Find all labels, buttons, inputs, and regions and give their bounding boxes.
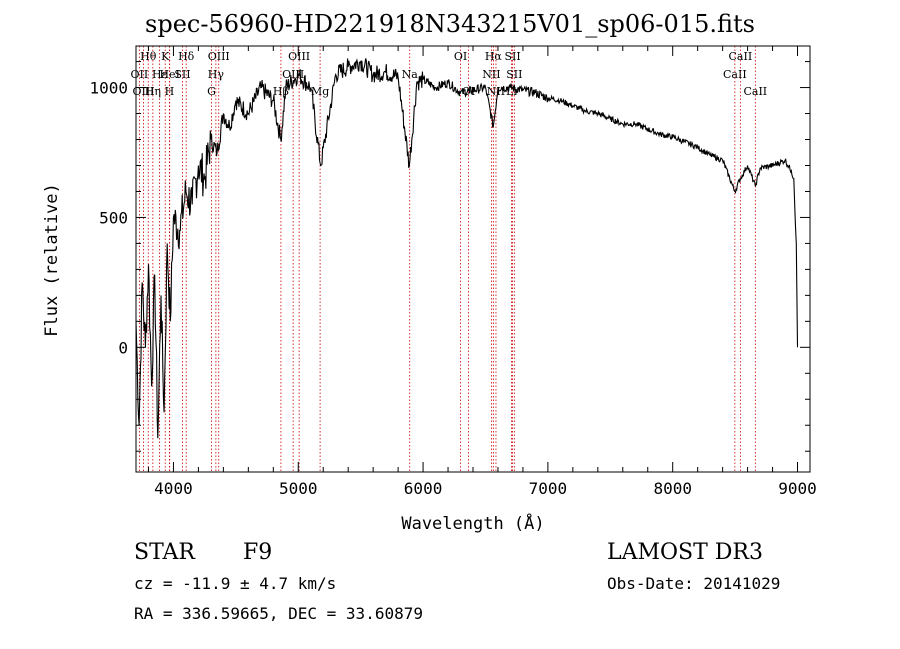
x-tick-label: 4000 [154,479,193,498]
spectral-line-label: H [165,85,175,98]
spectral-line-label: OIII [288,50,310,63]
coordinates: RA = 336.59665, DEC = 33.60879 [134,604,423,623]
object-subclass: F9 [243,540,273,565]
plot-frame [135,45,811,473]
spectral-line-label: G [207,85,216,98]
spectral-line-label: OI [454,50,467,63]
spectral-line-label: SII [504,50,520,63]
spectral-line-label: Hθ [140,50,157,63]
spectral-line-label: OIII [132,85,154,98]
object-class: STAR [134,540,195,565]
x-axis-label: Wavelength (Å) [401,512,544,534]
spectral-line-label: NII [482,68,500,81]
y-tick-label: 0 [118,338,128,357]
spectral-line-label: OIII [208,50,230,63]
spectral-line-label: Na [402,68,419,81]
x-tick-label: 5000 [279,479,318,498]
spectral-line-label: Hα [485,50,503,63]
spectral-line-label: NII [487,85,505,98]
x-tick-label: 6000 [404,479,443,498]
spectral-line-label: Mg [311,85,329,98]
y-axis-label: Flux (relative) [42,183,62,337]
spectral-line-label: HeI [159,68,179,81]
x-tick-label: 8000 [653,479,692,498]
spectral-line-label: SII [174,68,190,81]
chart-title: spec-56960-HD221918N343215V01_sp06-015.f… [145,10,755,38]
spectral-line-label: OII [131,68,149,81]
spectral-line-label: OIII [282,68,304,81]
spectral-line-label: CaII [743,85,767,98]
spectral-line-label: CaII [729,50,753,63]
spectral-line-label: Hε [152,68,168,81]
y-tick-label: 1000 [89,79,128,98]
spectral-line-label: CaII [723,68,747,81]
spectral-line-label: Hγ [208,68,225,81]
spectral-line-label: Hδ [178,50,195,63]
survey-name: LAMOST DR3 [607,540,763,565]
observation-date: Obs-Date: 20141029 [607,574,781,593]
redshift-info: cz = -11.9 ± 4.7 km/s [134,574,337,593]
spectral-line-label: Li [506,85,517,98]
spectral-line-label: SII [506,68,522,81]
x-tick-label: 7000 [529,479,568,498]
x-tick-label: 9000 [778,479,817,498]
spectral-line-label: Hβ [273,85,289,98]
y-tick-label: 500 [99,208,128,227]
flux-series-line [135,58,799,439]
spectral-line-label: K [161,50,170,63]
spectral-line-label: Hη [145,85,161,98]
